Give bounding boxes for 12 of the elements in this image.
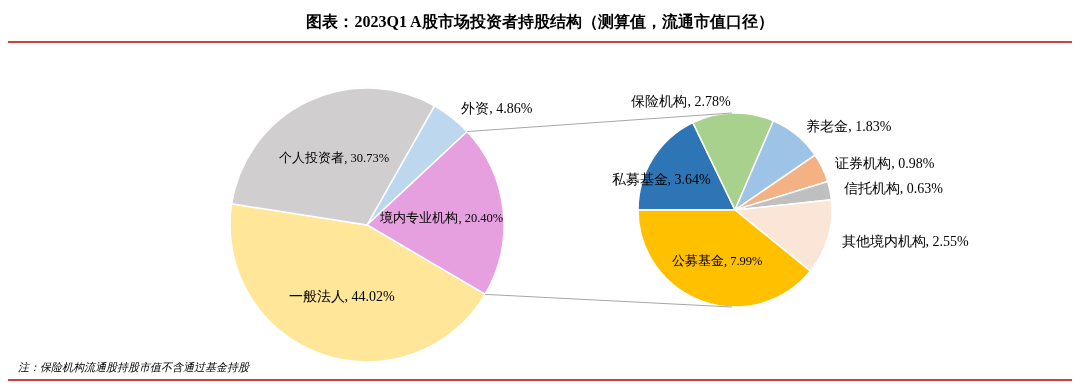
text: 注：保险机构流通股持股市值不含通过基金持股 <box>18 361 250 373</box>
slice-label: 个人投资者, 30.73% <box>279 151 390 166</box>
slice-label: 公募基金, 7.99% <box>671 254 763 269</box>
slice-label: 证券机构, 0.98% <box>835 155 935 171</box>
chart-title: 图表：2023Q1 A股市场投资者持股结构（测算值，流通市值口径） <box>306 12 774 31</box>
slice-label: 养老金, 1.83% <box>806 118 892 134</box>
slice-label: 保险机构, 2.78% <box>631 94 731 110</box>
slice-label: 信托机构, 0.63% <box>843 181 944 197</box>
slice-label: 外资, 4.86% <box>461 100 533 116</box>
slice-label: 其他境内机构, 2.55% <box>841 233 970 249</box>
slice-label: 境内专业机构, 20.40% <box>379 209 504 225</box>
slice-label: 一般法人, 44.02% <box>288 288 396 304</box>
